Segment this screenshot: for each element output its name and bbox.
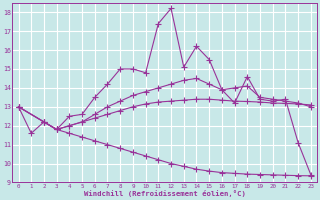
X-axis label: Windchill (Refroidissement éolien,°C): Windchill (Refroidissement éolien,°C): [84, 190, 246, 197]
